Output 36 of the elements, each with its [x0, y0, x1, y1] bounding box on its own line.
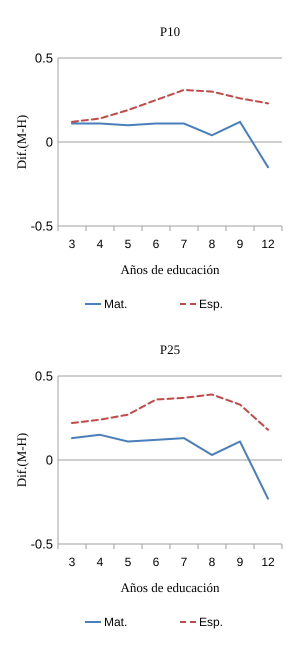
line-series — [71, 434, 269, 500]
legend-label: Esp. — [199, 615, 224, 630]
y-tick-label: 0.5 — [34, 368, 53, 384]
x-tick-label: 6 — [152, 237, 160, 251]
y-tick-label: 0 — [46, 452, 53, 468]
x-tick-label: 5 — [124, 555, 132, 569]
x-tick-label: 6 — [152, 555, 160, 569]
legend-label: Mat. — [104, 615, 128, 630]
x-tick-label: 7 — [180, 555, 188, 569]
y-tick-label: -0.5 — [30, 218, 53, 234]
x-tick-label: 3 — [68, 237, 76, 251]
chart-title: P25 — [160, 342, 180, 357]
x-tick-label: 7 — [180, 237, 188, 251]
legend-label: Mat. — [104, 297, 128, 312]
x-tick-label: 5 — [124, 237, 132, 251]
x-tick-label: 12 — [261, 555, 275, 569]
x-tick-label: 12 — [261, 237, 275, 251]
chart-title: P10 — [160, 24, 180, 39]
y-tick-label: -0.5 — [30, 536, 53, 552]
x-axis-title: Años de educación — [120, 580, 220, 595]
x-tick-label: 9 — [236, 237, 244, 251]
line-series — [71, 393, 269, 431]
x-tick-label: 4 — [96, 555, 104, 569]
x-axis-title: Años de educación — [120, 262, 220, 277]
x-tick-label: 3 — [68, 555, 76, 569]
x-tick-label: 9 — [236, 555, 244, 569]
y-tick-label: 0.5 — [34, 50, 53, 66]
x-tick-label: 4 — [96, 237, 104, 251]
y-axis-title: Dif.(M-H) — [14, 432, 29, 488]
y-tick-label: 0 — [46, 134, 53, 150]
legend-label: Esp. — [199, 297, 224, 312]
y-axis-title: Dif.(M-H) — [14, 114, 29, 170]
line-series — [71, 120, 269, 168]
line-series — [71, 88, 269, 123]
x-tick-label: 8 — [208, 237, 216, 251]
x-tick-label: 8 — [208, 555, 216, 569]
